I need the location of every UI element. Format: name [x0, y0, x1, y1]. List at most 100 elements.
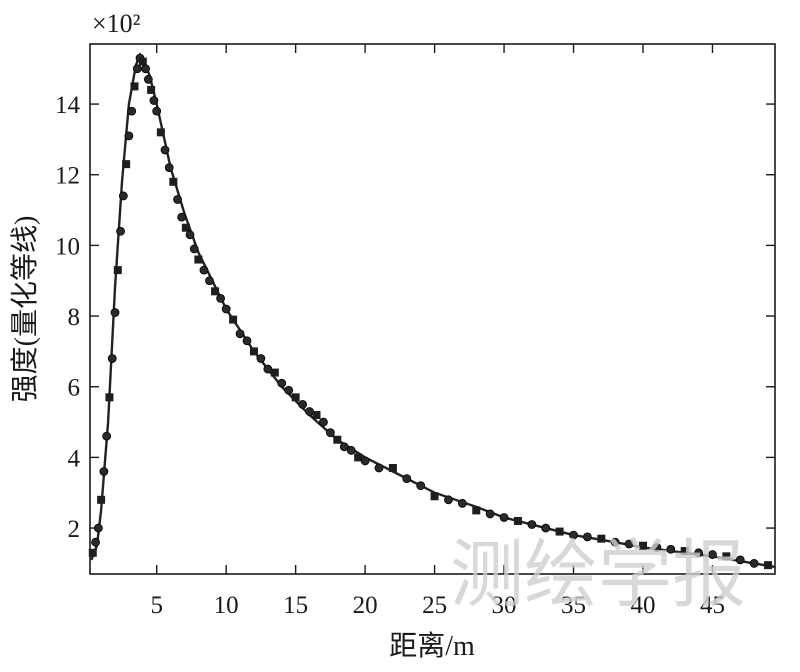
data-point	[541, 523, 551, 533]
data-point	[312, 411, 321, 419]
data-point	[284, 385, 294, 395]
x-tick-label: 45	[700, 592, 725, 619]
x-tick-label: 15	[283, 592, 308, 619]
data-point	[555, 527, 564, 536]
data-point	[735, 555, 745, 565]
data-point	[749, 559, 759, 568]
data-point	[205, 276, 214, 286]
data-point	[360, 456, 370, 466]
data-point	[639, 541, 648, 550]
y-tick-label: 4	[68, 445, 81, 472]
data-point	[583, 532, 592, 542]
data-point	[597, 534, 606, 543]
data-point	[270, 368, 279, 377]
data-point	[624, 539, 634, 549]
data-point	[388, 464, 397, 472]
x-tick-label: 40	[631, 592, 656, 619]
data-point	[105, 393, 114, 402]
data-point	[221, 304, 231, 314]
y-tick-label: 12	[55, 163, 80, 190]
data-point	[513, 517, 522, 525]
data-point	[256, 354, 266, 363]
data-point	[333, 435, 342, 444]
data-point	[211, 287, 220, 296]
data-point	[430, 492, 439, 501]
data-point	[143, 74, 153, 84]
y-tick-label: 8	[68, 304, 81, 331]
y-axis-label: 强度(量化等线)	[9, 216, 41, 403]
data-point	[402, 474, 412, 484]
data-point	[152, 106, 162, 116]
data-point	[298, 399, 307, 409]
data-point	[319, 417, 328, 427]
data-point	[107, 354, 117, 363]
data-point	[177, 212, 187, 222]
data-point	[194, 255, 203, 264]
data-point	[185, 230, 195, 240]
data-point	[173, 195, 182, 204]
data-point	[124, 131, 134, 141]
x-tick-label: 25	[422, 592, 447, 619]
data-point	[93, 523, 103, 533]
data-point	[164, 163, 174, 173]
y-tick-label: 2	[68, 516, 81, 543]
data-point	[118, 191, 128, 201]
data-point	[708, 550, 717, 559]
data-point	[346, 445, 356, 455]
x-axis-label: 距离/m	[389, 630, 475, 662]
data-point	[199, 265, 209, 275]
y-tick-label: 14	[55, 92, 81, 119]
data-point	[249, 347, 258, 356]
y-tick-labels: 2 4 6 8 10 12 14	[55, 92, 81, 543]
curve-line	[90, 52, 776, 569]
data-point	[694, 548, 703, 558]
data-point	[235, 329, 245, 339]
data-point	[156, 128, 165, 137]
x-tick-label: 20	[353, 592, 378, 619]
data-point	[99, 467, 109, 476]
data-point	[291, 393, 300, 402]
data-point	[130, 82, 139, 91]
x-tick-label: 30	[492, 592, 517, 619]
x-tick-labels: 5 10 15 20 25 30 35 40 45	[150, 592, 725, 619]
y-tick-label: 10	[55, 233, 80, 260]
data-point	[444, 495, 453, 505]
data-point	[149, 96, 159, 105]
data-point	[277, 378, 287, 388]
data-point	[132, 64, 142, 74]
data-point	[416, 481, 426, 491]
data-point	[88, 548, 97, 557]
data-point	[339, 442, 349, 452]
data-point	[610, 537, 620, 547]
data-point	[652, 543, 662, 552]
data-point	[374, 463, 384, 473]
tick-marks	[90, 44, 775, 574]
x-tick-label: 10	[214, 592, 239, 619]
data-point	[116, 226, 125, 236]
data-point	[242, 336, 252, 346]
fitted-curve	[90, 52, 776, 569]
data-point	[354, 453, 363, 462]
y-tick-label: 6	[68, 375, 81, 402]
data-point	[472, 506, 481, 515]
data-point	[722, 552, 731, 561]
data-point	[102, 431, 112, 441]
data-point	[147, 85, 156, 94]
data-point	[680, 547, 689, 556]
data-point	[127, 106, 137, 116]
data-point	[764, 561, 773, 570]
data-point	[666, 544, 676, 554]
data-point	[499, 513, 509, 522]
data-point	[138, 57, 147, 66]
x-tick-label: 35	[561, 592, 586, 619]
data-point	[569, 530, 578, 540]
data-markers	[88, 53, 773, 570]
data-point	[189, 244, 199, 254]
watermark: 测绘学报	[450, 535, 746, 617]
data-point	[305, 407, 314, 416]
data-point	[91, 537, 100, 547]
data-point	[110, 308, 120, 317]
data-point	[181, 223, 190, 232]
data-point	[527, 520, 537, 529]
